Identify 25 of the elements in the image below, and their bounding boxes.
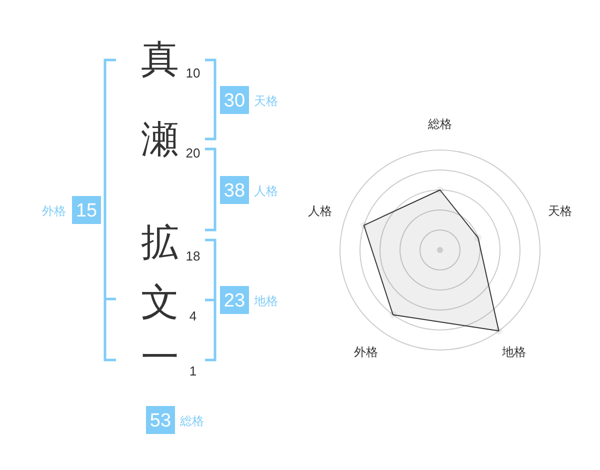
category-label: 文 bbox=[141, 282, 179, 324]
data-label: 23 bbox=[224, 290, 246, 312]
data-label: 10 bbox=[186, 66, 200, 80]
spoke-label: 外格 bbox=[354, 344, 378, 359]
category-label: 地格 bbox=[253, 294, 278, 308]
category-label: 真 bbox=[141, 39, 179, 81]
category-label: 人格 bbox=[254, 184, 278, 198]
data-label: 38 bbox=[224, 180, 246, 202]
data-label: 15 bbox=[76, 200, 98, 222]
category-label: 総格 bbox=[179, 414, 204, 428]
spoke-label: 総格 bbox=[427, 117, 452, 131]
category-label: 瀬 bbox=[141, 119, 179, 161]
data-label: 53 bbox=[150, 410, 172, 432]
data-label: 30 bbox=[224, 90, 246, 112]
spoke-label: 人格 bbox=[308, 204, 332, 218]
spoke-label: 地格 bbox=[501, 344, 526, 359]
category-label: 外格 bbox=[42, 204, 66, 218]
data-label: 20 bbox=[186, 146, 200, 160]
category-label: 天格 bbox=[254, 94, 278, 108]
data-label: 1 bbox=[189, 364, 197, 378]
spoke-label: 天格 bbox=[548, 204, 572, 218]
data-label: 4 bbox=[189, 308, 197, 324]
category-label: 一 bbox=[141, 337, 179, 379]
data-label: 18 bbox=[186, 248, 200, 264]
category-label: 拡 bbox=[141, 222, 179, 264]
